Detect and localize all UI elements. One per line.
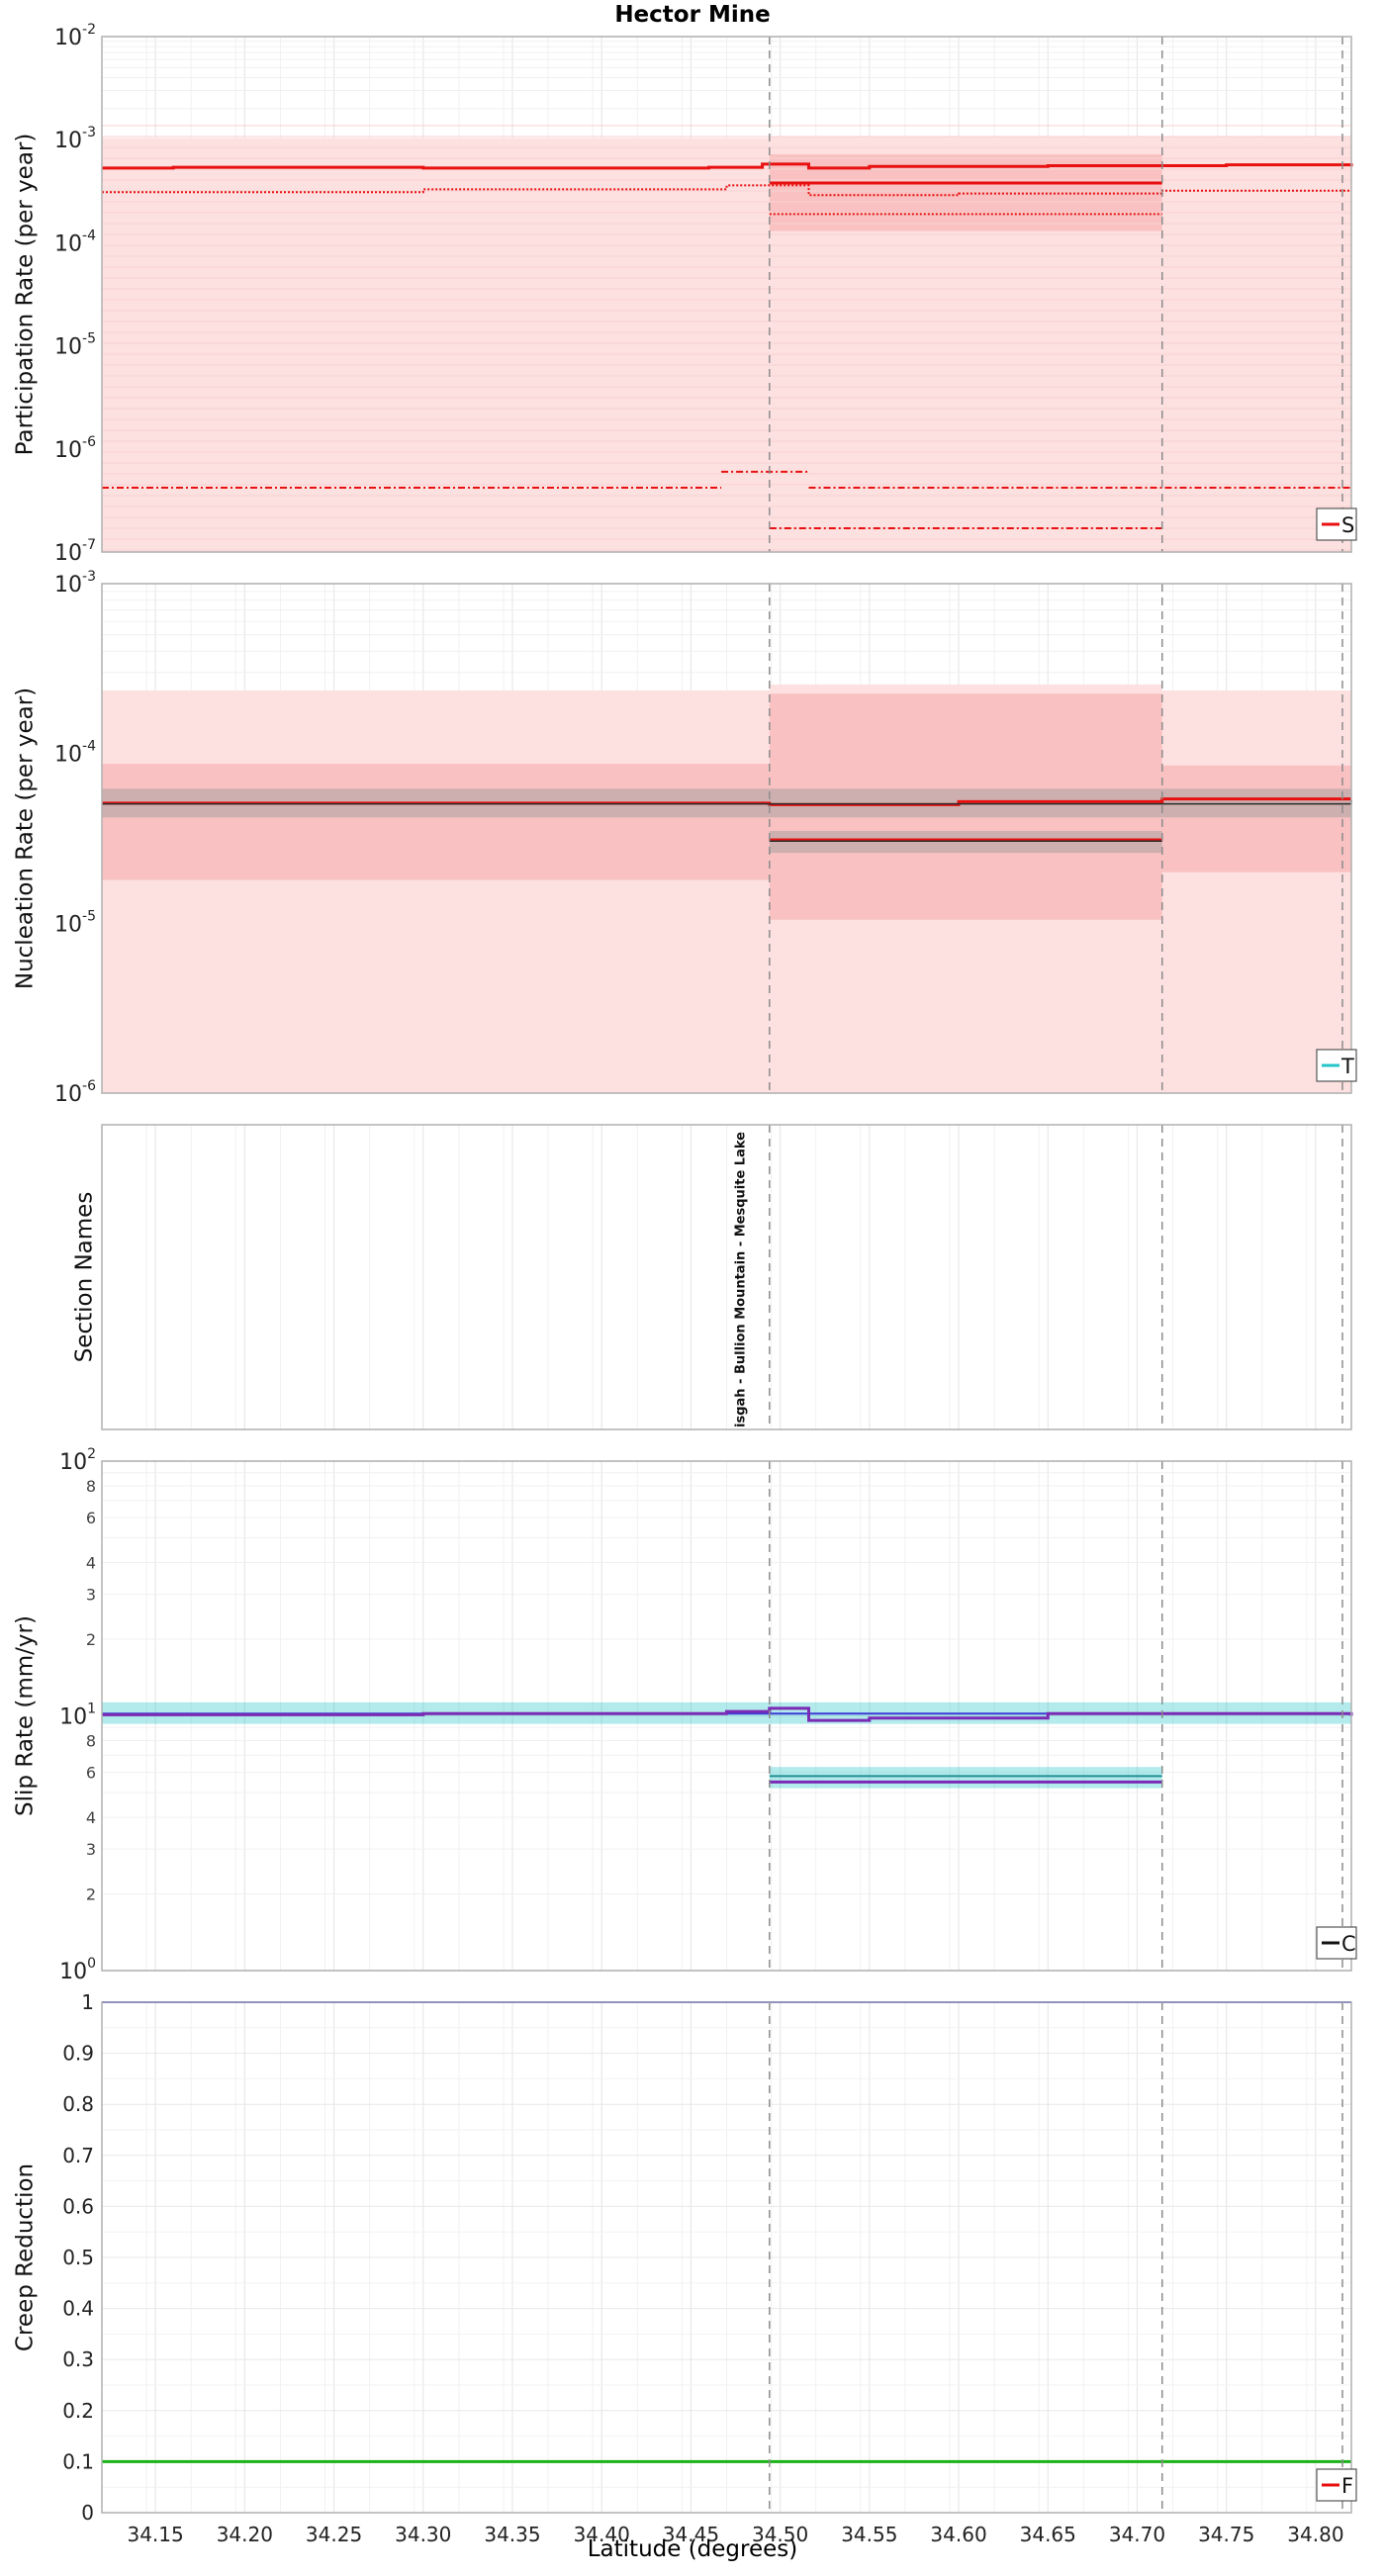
legend-label: S (1341, 513, 1354, 537)
panel-2: Nucleation Rate (per year) T (13, 583, 1357, 1094)
y-tick-label: 0.1 (62, 2449, 94, 2473)
uncertainty-band (102, 138, 770, 553)
panel-1: Participation Rate (per year) S (13, 36, 1357, 553)
y-minor-tick-label: 4 (86, 1808, 96, 1827)
y-axis-label: Creep Reduction (13, 2163, 39, 2351)
x-tick-label: 34.25 (306, 2523, 362, 2546)
y-tick-label: 10-2 (54, 22, 96, 50)
uncertainty-band (769, 1767, 1162, 1789)
y-tick-label: 0.7 (62, 2144, 94, 2167)
series-line (102, 1706, 1353, 1722)
panel-3: Section Names isgah - Bullion Mountain - … (72, 1124, 1352, 1430)
y-tick-label: 10-6 (54, 1078, 96, 1107)
y-minor-tick-label: 6 (86, 1764, 96, 1783)
y-minor-tick-label: 8 (86, 1731, 96, 1750)
y-minor-tick-label: 3 (86, 1840, 96, 1859)
y-tick-label: 10-4 (54, 739, 96, 768)
y-tick-label: 0.6 (62, 2194, 94, 2218)
legend-label: T (1340, 1055, 1354, 1078)
plot-frame (101, 583, 1352, 1094)
uncertainty-band (102, 764, 770, 880)
x-tick-label: 34.20 (217, 2523, 273, 2546)
y-minor-tick-label: 2 (86, 1885, 96, 1903)
x-tick-label: 34.40 (574, 2523, 630, 2546)
y-tick-label: 0.9 (62, 2042, 94, 2066)
y-tick-label: 0.8 (62, 2092, 94, 2116)
y-tick-label: 102 (59, 1446, 96, 1475)
uncertainty-band (1161, 690, 1351, 1093)
plot-frame (101, 36, 1352, 553)
y-tick-label: 10-6 (54, 434, 96, 463)
y-tick-label: 10-5 (54, 908, 96, 937)
y-tick-label: 0.3 (62, 2347, 94, 2371)
y-axis-label: Nucleation Rate (per year) (13, 688, 39, 989)
x-tick-label: 34.45 (663, 2523, 719, 2546)
y-tick-label: 0.2 (62, 2399, 94, 2423)
x-tick-label: 34.65 (1020, 2523, 1076, 2546)
panel-4: 2 3 4 6 8 2 3 4 6 8 Slip Rate (mm/yr) C (13, 1460, 1357, 1972)
y-tick-label: 10-7 (54, 537, 96, 566)
series-line (102, 162, 1353, 170)
y-minor-tick-label: 6 (86, 1509, 96, 1527)
x-tick-label: 34.80 (1287, 2523, 1343, 2546)
y-minor-tick-label: 4 (86, 1553, 96, 1572)
section-name-label: isgah - Bullion Mountain - Mesquite Lake (733, 1132, 748, 1427)
y-minor-tick-label: 8 (86, 1477, 96, 1496)
y-axis-label: Slip Rate (mm/yr) (13, 1615, 39, 1816)
uncertainty-band (769, 830, 1162, 854)
plot-frame (101, 1124, 1352, 1430)
x-tick-label: 34.75 (1198, 2523, 1254, 2546)
section-names-axis-label: Section Names (72, 1192, 98, 1363)
chart-title: Hector Mine (614, 2, 771, 28)
x-tick-label: 34.35 (484, 2523, 540, 2546)
x-tick-label: 34.60 (930, 2523, 986, 2546)
uncertainty-band (769, 693, 1162, 920)
y-axis-label: Participation Rate (per year) (13, 134, 39, 456)
y-tick-label: 101 (59, 1702, 96, 1730)
y-tick-label: 10-3 (54, 125, 96, 153)
plot-frame (101, 2001, 1352, 2514)
legend-label: C (1341, 1932, 1356, 1956)
x-axis-label: Latitude (degrees) (587, 2536, 798, 2562)
legend-label: F (1341, 2474, 1353, 2498)
y-tick-label: 10-5 (54, 331, 96, 360)
y-tick-label: 10-4 (54, 228, 96, 256)
y-tick-label: 1 (81, 1990, 94, 2014)
x-tick-label: 34.50 (752, 2523, 808, 2546)
y-tick-label: 0 (81, 2501, 94, 2525)
panel-5: 0 0.1 0.2 0.3 0.4 0.5 0.6 0.7 0.8 0.9 1 Creep Reduc… (13, 1990, 1357, 2546)
y-tick-label: 100 (59, 1956, 96, 1984)
y-tick-label: 10-3 (54, 569, 96, 598)
uncertainty-band (1161, 765, 1351, 873)
y-minor-tick-label: 3 (86, 1586, 96, 1605)
uncertainty-band (102, 690, 770, 1093)
plot-frame (101, 1460, 1352, 1972)
uncertainty-band (1161, 137, 1351, 552)
x-tick-label: 34.30 (395, 2523, 451, 2546)
y-tick-label: 0.5 (62, 2246, 94, 2269)
x-tick-label: 34.55 (841, 2523, 897, 2546)
y-tick-label: 0.4 (62, 2297, 94, 2321)
x-tick-label: 34.70 (1109, 2523, 1165, 2546)
x-tick-label: 34.15 (127, 2523, 183, 2546)
y-minor-tick-label: 2 (86, 1630, 96, 1649)
